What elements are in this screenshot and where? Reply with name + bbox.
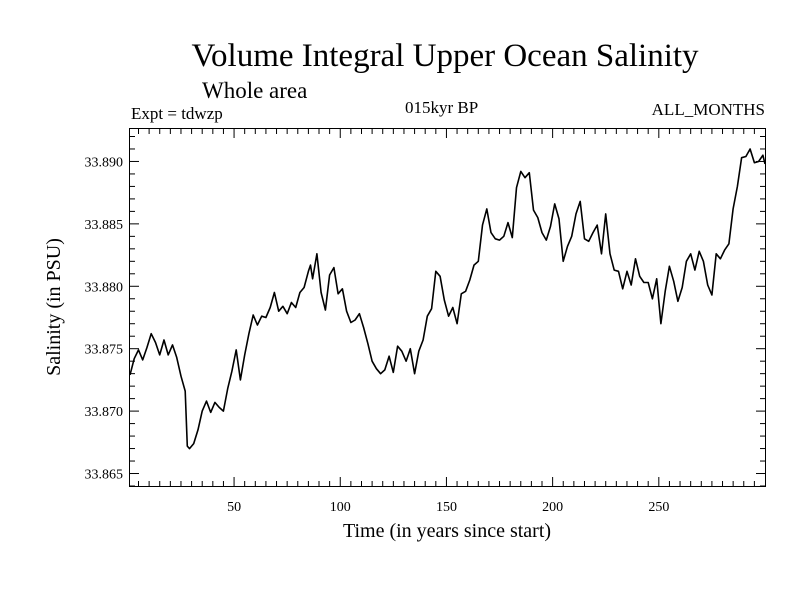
y-axis-label: Salinity (in PSU) bbox=[43, 238, 65, 376]
x-tick-label: 250 bbox=[648, 500, 669, 515]
experiment-label: Expt = tdwzp bbox=[131, 104, 223, 123]
x-tick-label: 50 bbox=[227, 500, 241, 515]
x-tick-label: 200 bbox=[542, 500, 563, 515]
axis-ticks bbox=[130, 129, 765, 487]
x-tick-label: 150 bbox=[436, 500, 457, 515]
y-tick-label: 33.875 bbox=[85, 343, 124, 358]
salinity-series-line bbox=[129, 148, 766, 450]
y-tick-label: 33.865 bbox=[85, 468, 124, 483]
chart-subtitle: Whole area bbox=[202, 78, 308, 103]
period-label: 015kyr BP bbox=[405, 98, 479, 117]
y-tick-label: 33.890 bbox=[85, 155, 124, 170]
chart-title: Volume Integral Upper Ocean Salinity bbox=[191, 38, 699, 74]
x-tick-labels: 50 100 150 200 250 bbox=[227, 500, 669, 515]
y-tick-label: 33.870 bbox=[85, 405, 124, 420]
x-tick-label: 100 bbox=[330, 500, 351, 515]
months-label: ALL_MONTHS bbox=[651, 100, 765, 119]
x-axis-label: Time (in years since start) bbox=[343, 520, 551, 542]
y-tick-labels: 33.865 33.870 33.875 33.880 33.885 33.890 bbox=[85, 155, 124, 482]
plot-frame bbox=[129, 128, 766, 487]
y-tick-label: 33.885 bbox=[85, 218, 124, 233]
y-tick-label: 33.880 bbox=[85, 280, 124, 295]
